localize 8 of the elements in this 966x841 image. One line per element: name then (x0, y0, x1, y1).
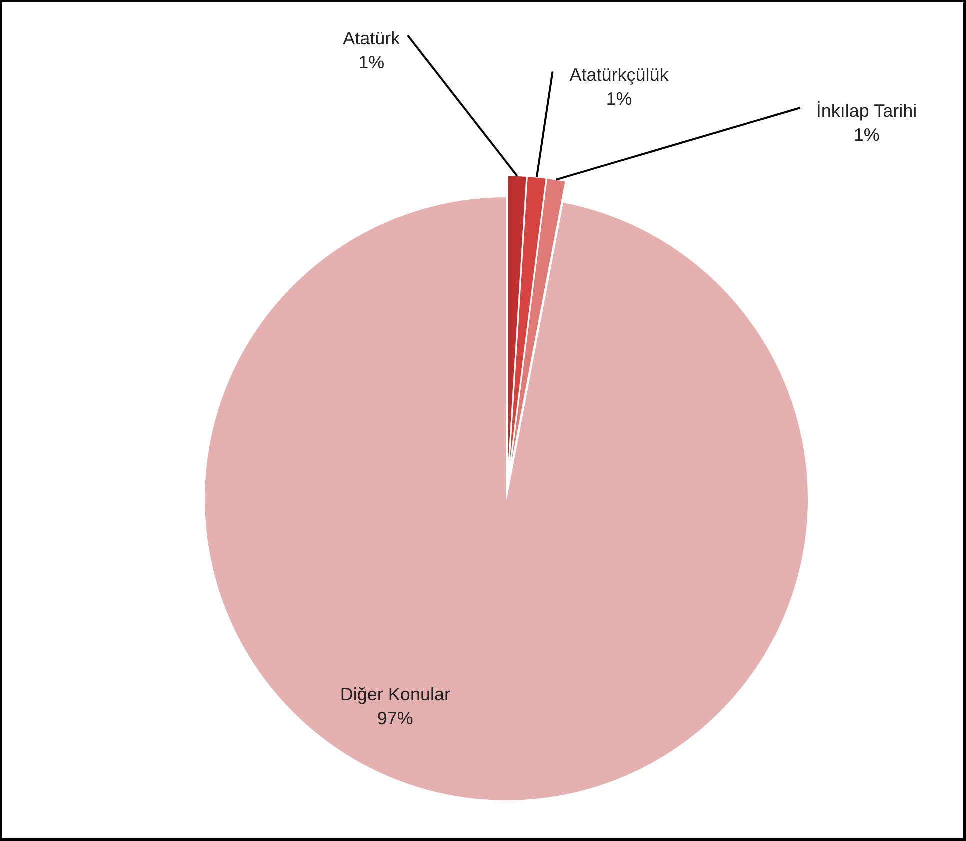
data-label: 1% (854, 125, 880, 146)
slice-label: İnkılap Tarihi (816, 101, 918, 122)
slice-label: Atatürk (343, 28, 402, 49)
slice-label: Atatürkçülük (570, 64, 670, 85)
data-label: 1% (358, 52, 385, 73)
data-label: 97% (377, 708, 414, 728)
data-label: 1% (606, 88, 632, 109)
slice-label: Diğer Konular (340, 684, 450, 704)
